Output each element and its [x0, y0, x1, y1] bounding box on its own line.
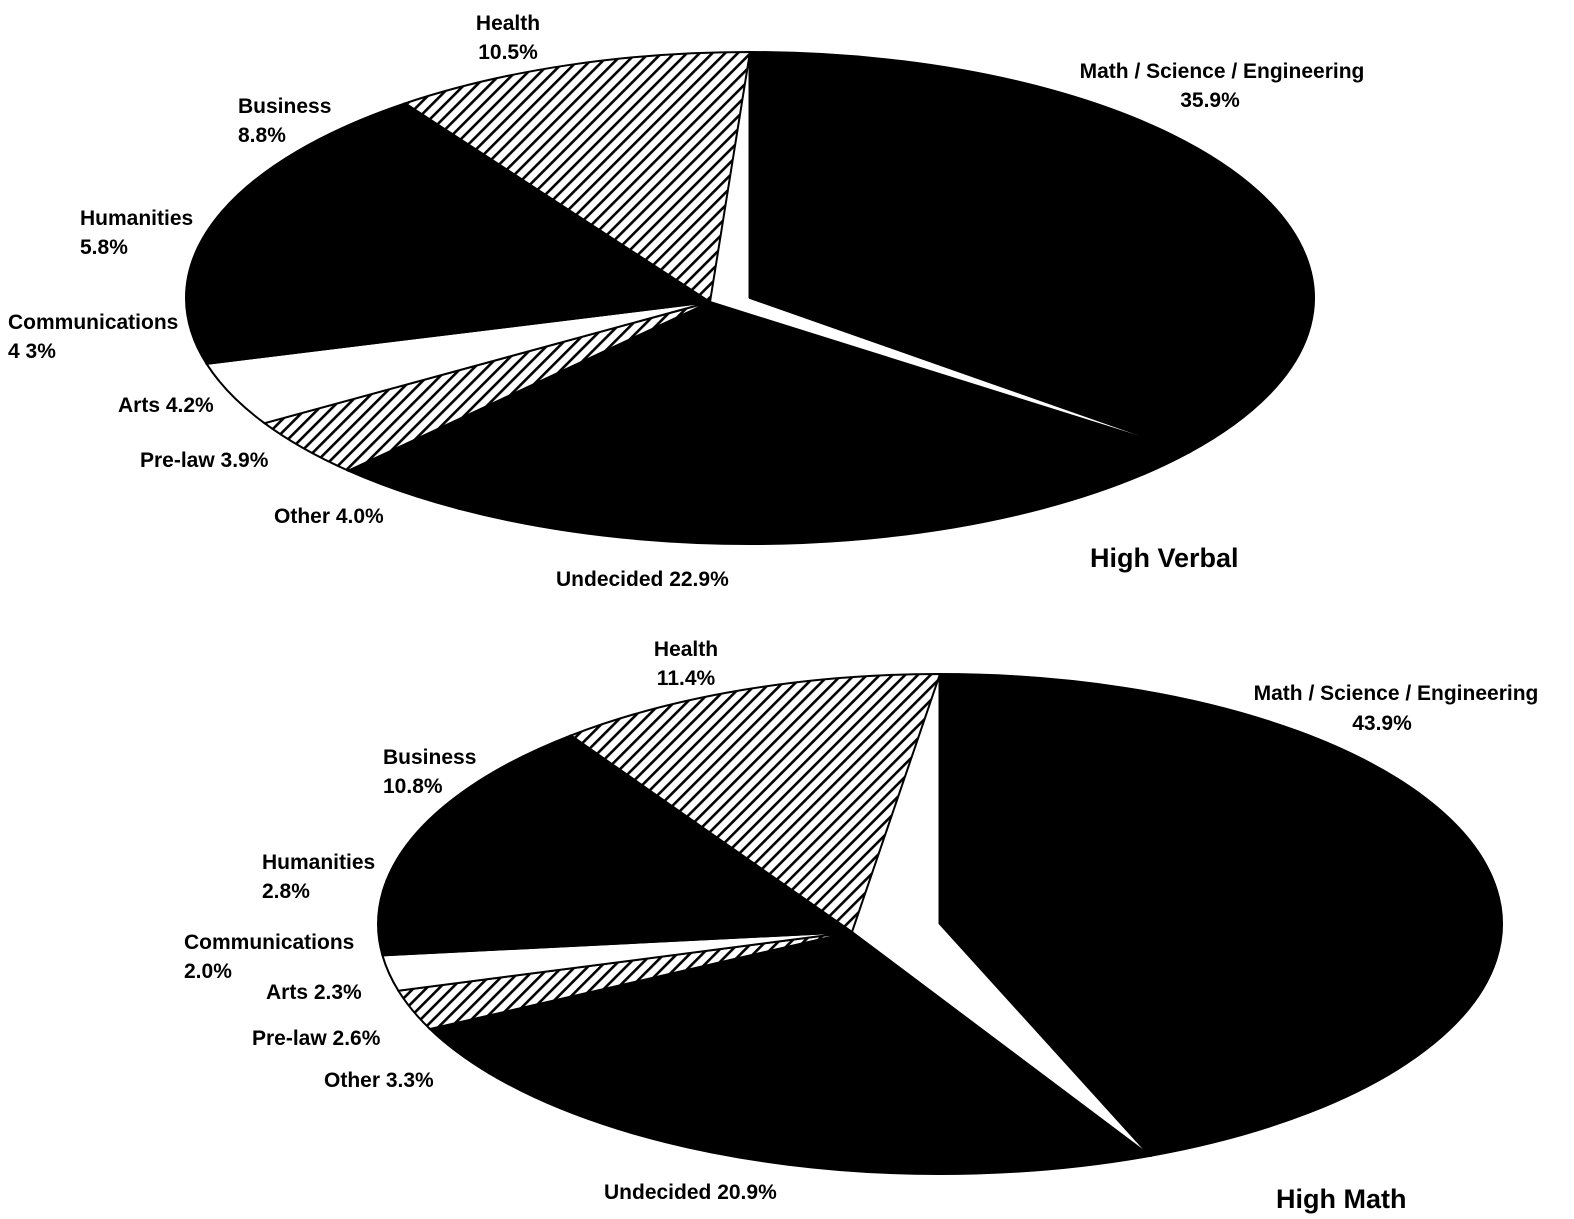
label-undecided-value: 20.9%	[717, 1181, 777, 1204]
label-pre-law-value: 3.9%	[221, 449, 269, 472]
chart-title-high-math: High Math	[1276, 1184, 1406, 1214]
label-other-name: Other	[324, 1069, 380, 1092]
label-other-value: 3.3%	[386, 1069, 434, 1092]
label-undecided: Undecided 20.9%	[604, 1181, 777, 1204]
label-arts: Arts 4.2%	[118, 394, 214, 417]
label-health: Health	[654, 638, 718, 661]
label-communications: Communications	[8, 311, 178, 334]
high-verbal-pie: Math / Science / Engineering 35.9% Healt…	[8, 12, 1364, 591]
pie-slice-health	[402, 50, 752, 304]
label-arts-name: Arts	[118, 394, 160, 417]
high-math-pie: Math / Science / Engineering 43.9% Healt…	[184, 638, 1538, 1214]
chart-title-high-verbal: High Verbal	[1090, 543, 1239, 573]
label-undecided: Undecided 22.9%	[556, 568, 729, 591]
value-humanities: 5.8%	[80, 236, 128, 259]
value-business: 8.8%	[238, 124, 286, 147]
label-undecided-name: Undecided	[556, 568, 663, 591]
value-humanities: 2.8%	[262, 880, 310, 903]
value-health: 10.5%	[478, 41, 538, 64]
label-pre-law: Pre-law 3.9%	[140, 449, 269, 472]
label-business: Business	[238, 95, 331, 118]
label-humanities: Humanities	[262, 851, 375, 874]
label-math-science-engineering: Math / Science / Engineering	[1254, 682, 1539, 705]
label-other-name: Other	[274, 505, 330, 528]
pie-slice-humanities	[185, 209, 711, 303]
label-communications: Communications	[184, 931, 354, 954]
value-communications: 4 3%	[8, 340, 56, 363]
label-humanities: Humanities	[80, 207, 193, 230]
label-health: Health	[476, 12, 540, 35]
pie-slice-health	[568, 672, 942, 934]
pie-slice-math-science-engineering	[749, 50, 1315, 454]
label-pre-law-name: Pre-law	[252, 1027, 327, 1050]
value-math-science-engineering: 43.9%	[1352, 712, 1412, 735]
pie-slice-business	[220, 102, 711, 303]
pie-slice-undecided	[456, 300, 1192, 545]
label-arts-value: 4.2%	[166, 394, 214, 417]
label-other: Other 4.0%	[274, 505, 384, 528]
label-arts: Arts 2.3%	[266, 981, 362, 1004]
label-arts-value: 2.3%	[314, 981, 362, 1004]
label-arts-name: Arts	[266, 981, 308, 1004]
pie-slice-undecided	[487, 930, 1153, 1175]
value-business: 10.8%	[383, 775, 443, 798]
label-other: Other 3.3%	[324, 1069, 434, 1092]
label-business: Business	[383, 746, 476, 769]
label-undecided-value: 22.9%	[669, 568, 729, 591]
label-math-science-engineering: Math / Science / Engineering	[1080, 60, 1365, 83]
value-math-science-engineering: 35.9%	[1180, 89, 1240, 112]
value-health: 11.4%	[657, 667, 716, 690]
pie-slice-business	[385, 734, 853, 933]
value-communications: 2.0%	[184, 960, 232, 983]
label-pre-law-value: 2.6%	[333, 1027, 381, 1050]
pie-slice-math-science-engineering	[939, 672, 1503, 1157]
label-undecided-name: Undecided	[604, 1181, 711, 1204]
label-other-value: 4.0%	[336, 505, 384, 528]
label-pre-law-name: Pre-law	[140, 449, 215, 472]
label-pre-law: Pre-law 2.6%	[252, 1027, 381, 1050]
